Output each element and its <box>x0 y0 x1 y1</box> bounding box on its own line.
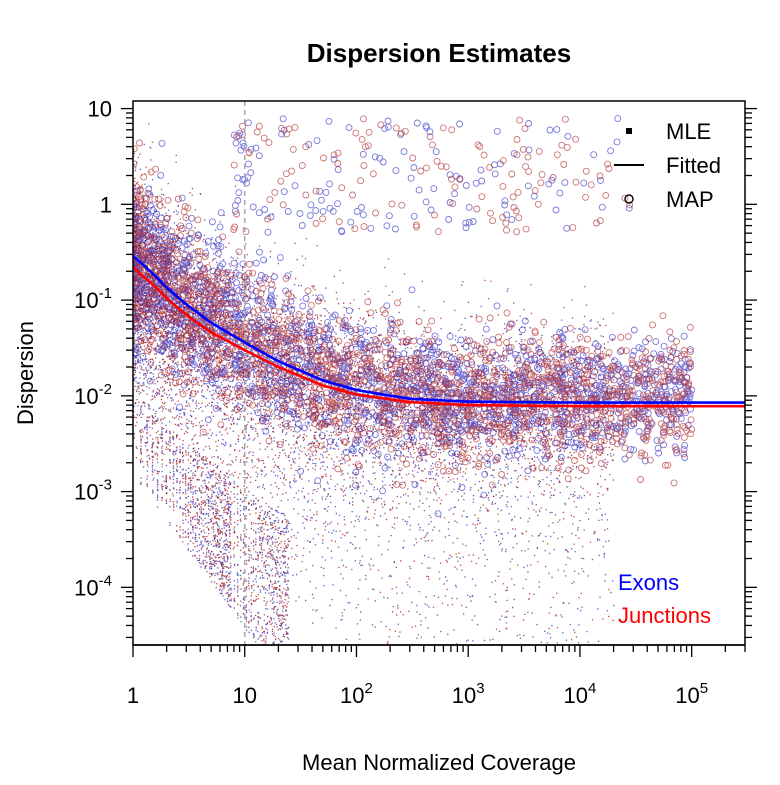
y-tick-label: 10-1 <box>74 285 112 313</box>
legend-symbol-label: MAP <box>666 187 714 212</box>
y-axis-label: Dispersion <box>13 321 38 425</box>
legend-symbol-label: Fitted <box>666 153 721 178</box>
legend-symbol-label: MLE <box>666 119 711 144</box>
fitted-line-junctions <box>133 266 745 408</box>
fitted-line-exons <box>133 254 745 404</box>
x-tick-label: 102 <box>340 680 373 708</box>
y-tick-label: 10 <box>88 97 112 122</box>
right-axis-ticks <box>745 107 757 639</box>
x-tick-label: 10 <box>232 683 256 708</box>
y-tick-label: 1 <box>100 192 112 217</box>
fitted-lines <box>133 254 745 408</box>
y-axis: 10 1 10-1 10-2 10-3 10-4 <box>74 97 133 639</box>
y-tick-label: 10-2 <box>74 381 112 409</box>
legend-group-label: Exons <box>618 570 679 595</box>
x-tick-label: 103 <box>452 680 485 708</box>
legend-map-marker <box>624 194 634 204</box>
legend-mle-marker <box>626 128 632 134</box>
chart-title: Dispersion Estimates <box>307 38 571 68</box>
x-axis-label: Mean Normalized Coverage <box>302 750 576 775</box>
x-tick-label: 104 <box>564 680 597 708</box>
x-tick-label: 1 <box>127 683 139 708</box>
x-axis: 1 10 102 103 104 105 <box>127 644 746 708</box>
x-tick-label: 105 <box>675 680 708 708</box>
legend-groups: Exons Junctions <box>618 570 711 628</box>
y-tick-label: 10-4 <box>74 572 112 600</box>
legend-group-label: Junctions <box>618 603 711 628</box>
legend-symbols: MLE Fitted MAP <box>614 119 721 212</box>
y-tick-label: 10-3 <box>74 477 112 505</box>
